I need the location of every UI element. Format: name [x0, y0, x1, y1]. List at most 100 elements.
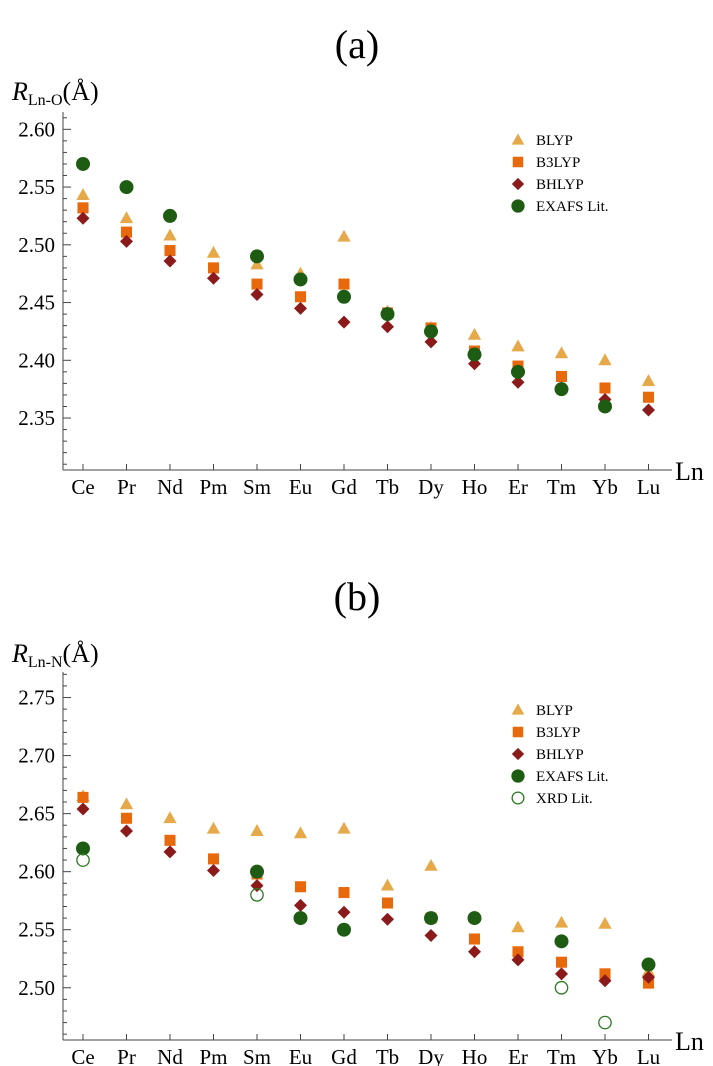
- x-tick-label: Dy: [418, 1045, 444, 1066]
- x-tick-label: Pm: [199, 475, 227, 499]
- y-axis-label-subscript: Ln-N: [28, 654, 63, 671]
- x-tick-label: Pr: [117, 475, 136, 499]
- x-tick-label: Tm: [547, 1045, 576, 1066]
- x-tick-label: Sm: [243, 475, 271, 499]
- x-tick-label: Eu: [289, 475, 313, 499]
- y-axis-label: RLn-O(Å): [11, 77, 99, 109]
- data-point: [554, 382, 569, 397]
- y-axis-label: RLn-N(Å): [11, 639, 99, 671]
- data-point: [250, 864, 264, 879]
- data-point: [206, 821, 221, 834]
- data-point: [598, 399, 612, 414]
- data-point: [76, 211, 90, 225]
- legend-marker: [512, 726, 524, 738]
- data-point: [338, 278, 350, 290]
- y-tick-label: 2.60: [18, 860, 55, 884]
- legend-marker: [511, 177, 525, 191]
- x-tick-label: Er: [508, 1045, 528, 1066]
- legend-label: BHLYP: [536, 747, 584, 763]
- data-point: [207, 853, 220, 865]
- legend-label: BLYP: [536, 133, 573, 149]
- legend-label: BHLYP: [536, 177, 584, 193]
- x-tick-label: Dy: [418, 475, 444, 499]
- legend-label: EXAFS Lit.: [536, 769, 609, 785]
- panel-title: (b): [334, 574, 381, 619]
- panel-title: (a): [335, 22, 379, 67]
- legend-marker: [511, 199, 525, 213]
- legend-label: B3LYP: [536, 725, 580, 741]
- data-point: [120, 812, 133, 824]
- x-tick-label: Tb: [376, 475, 399, 499]
- data-point: [511, 953, 525, 967]
- data-point: [381, 912, 394, 926]
- data-point: [164, 245, 176, 257]
- x-tick-label: Yb: [592, 1045, 618, 1066]
- data-point: [598, 974, 612, 988]
- y-tick-label: 2.55: [18, 175, 55, 199]
- data-point: [424, 324, 438, 339]
- data-point: [468, 945, 481, 959]
- data-point: [380, 878, 395, 891]
- data-point: [511, 364, 525, 379]
- x-axis-label: Ln: [675, 1027, 704, 1056]
- x-tick-label: Yb: [592, 475, 618, 499]
- y-tick-label: 2.45: [18, 291, 55, 315]
- y-tick-label: 2.50: [18, 233, 55, 257]
- data-point: [77, 202, 89, 214]
- data-point: [337, 229, 351, 242]
- data-point: [641, 374, 656, 386]
- data-point: [207, 262, 220, 274]
- data-point: [293, 272, 308, 287]
- y-axis-label-unit: (Å): [63, 639, 99, 668]
- data-point: [163, 845, 177, 859]
- y-axis-label-symbol: R: [11, 639, 28, 668]
- data-point: [250, 824, 264, 836]
- x-tick-label: Tb: [376, 1045, 399, 1066]
- data-point: [120, 824, 133, 838]
- chart-panel-a: (a) RLn-O(Å) 2.35 2.40 2.45 2.50 2.55 2.60 Ce Pr N…: [11, 22, 704, 499]
- legend-marker: [511, 747, 525, 761]
- legend-marker: [511, 133, 525, 145]
- legend-label: BLYP: [536, 703, 573, 719]
- data-point: [599, 968, 611, 980]
- data-point: [119, 797, 134, 810]
- data-point: [337, 905, 351, 919]
- data-point: [77, 791, 89, 803]
- x-tick-label: Pr: [117, 1045, 136, 1066]
- x-tick-label: Nd: [157, 1045, 183, 1066]
- data-point: [598, 353, 612, 366]
- data-point: [76, 853, 90, 867]
- x-axis-label: Ln: [675, 457, 704, 486]
- data-point: [641, 957, 656, 972]
- data-point: [555, 967, 568, 981]
- legend-label: XRD Lit.: [536, 791, 593, 807]
- y-tick-label: 2.65: [18, 802, 55, 826]
- data-point: [467, 327, 482, 340]
- legend-marker: [511, 791, 525, 805]
- y-tick-label: 2.50: [18, 976, 55, 1000]
- data-point: [207, 271, 220, 285]
- data-point: [424, 911, 438, 926]
- data-point: [468, 933, 481, 945]
- data-point: [642, 403, 655, 417]
- x-tick-label: Ce: [71, 1045, 94, 1066]
- x-tick-label: Tm: [547, 475, 576, 499]
- data-point: [512, 946, 524, 958]
- data-point: [76, 188, 90, 201]
- x-tick-label: Ho: [462, 1045, 488, 1066]
- data-point: [337, 821, 351, 834]
- data-point: [337, 922, 351, 937]
- y-axis-label-subscript: Ln-O: [28, 92, 63, 109]
- x-tick-label: Er: [508, 475, 528, 499]
- data-point: [119, 211, 134, 224]
- y-tick-label: 2.75: [18, 686, 55, 710]
- legend-marker: [511, 703, 525, 715]
- data-point: [163, 208, 177, 223]
- x-tick-label: Eu: [289, 1045, 313, 1066]
- x-tick-label: Lu: [637, 1045, 661, 1066]
- data-point: [163, 811, 177, 824]
- data-point: [598, 1015, 612, 1030]
- data-point: [338, 887, 350, 899]
- y-axis-label-unit: (Å): [63, 77, 99, 106]
